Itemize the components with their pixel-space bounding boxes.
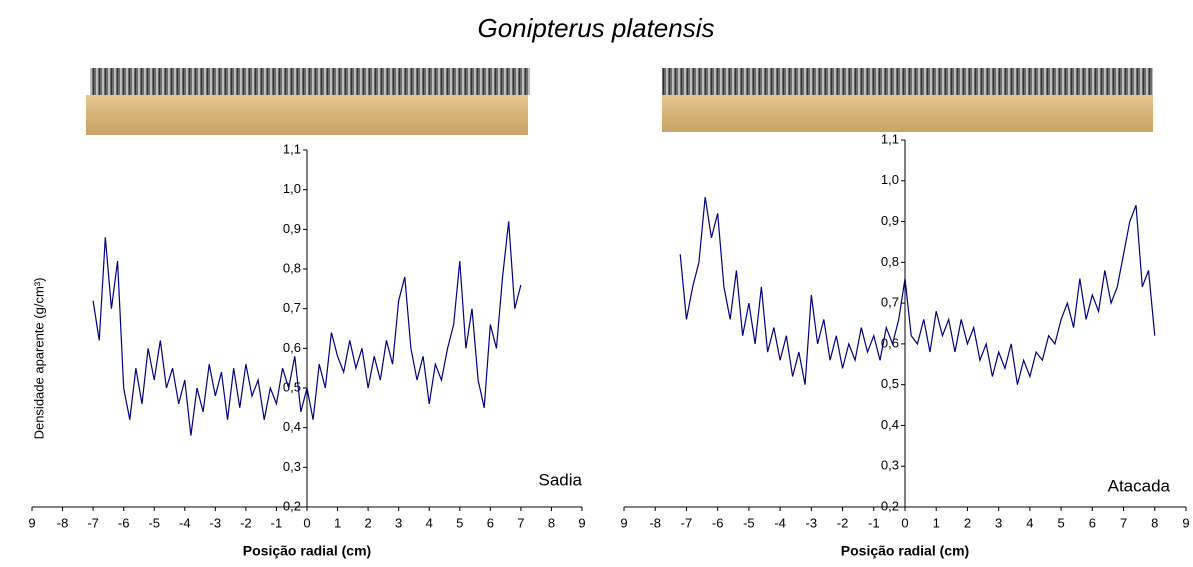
x-tick-label: 5 [1057,515,1064,530]
x-tick-label: 9 [620,515,627,530]
y-tick-label: 0,8 [283,260,301,275]
y-tick-label: 0,7 [283,300,301,315]
y-tick-label: 0,4 [881,417,899,432]
y-tick-label: 0,2 [881,498,899,513]
x-tick-label: -1 [271,515,283,530]
x-tick-label: -2 [837,515,849,530]
x-tick-label: 9 [578,515,585,530]
x-tick-label: 7 [1120,515,1127,530]
x-tick-label: -7 [681,515,693,530]
x-tick-label: 5 [456,515,463,530]
y-tick-label: 1,0 [881,172,899,187]
series-label: Sadia [539,470,583,489]
x-tick-label: -8 [57,515,69,530]
x-tick-label: -4 [774,515,786,530]
x-tick-label: -8 [649,515,661,530]
x-tick-label: 4 [426,515,433,530]
x-tick-label: -4 [179,515,191,530]
y-tick-label: 1,1 [881,131,899,146]
y-tick-label: 0,2 [283,498,301,513]
y-tick-label: 0,6 [283,340,301,355]
y-tick-label: 0,5 [881,376,899,391]
x-tick-label: 6 [1089,515,1096,530]
x-tick-label: -7 [87,515,99,530]
y-tick-label: 0,3 [881,458,899,473]
data-line [679,196,1156,385]
x-tick-label: 2 [364,515,371,530]
x-tick-label: 9 [28,515,35,530]
y-tick-label: 0,4 [283,419,301,434]
x-tick-label: -6 [118,515,130,530]
xray-image [90,68,530,95]
y-tick-label: 0,9 [283,221,301,236]
y-tick-label: 1,1 [283,141,301,156]
x-tick-label: -2 [240,515,252,530]
data-line [92,221,522,436]
x-tick-label: 3 [995,515,1002,530]
x-tick-label: -5 [743,515,755,530]
x-tick-label: 1 [933,515,940,530]
y-tick-label: 0,6 [881,335,899,350]
x-tick-label: -3 [210,515,222,530]
x-tick-label: 9 [1182,515,1189,530]
x-tick-label: -6 [712,515,724,530]
x-tick-label: 1 [334,515,341,530]
x-tick-label: 7 [517,515,524,530]
chart-title: Gonipterus platensis [477,13,714,43]
x-tick-label: 4 [1026,515,1033,530]
x-tick-label: 2 [964,515,971,530]
x-tick-label: 8 [1151,515,1158,530]
y-tick-label: 1,0 [283,181,301,196]
xray-image [662,68,1153,95]
y-tick-label: 0,8 [881,254,899,269]
y-tick-label: 0,3 [283,459,301,474]
x-tick-label: 8 [548,515,555,530]
x-axis-label: Posição radial (cm) [841,543,969,559]
x-tick-label: -5 [148,515,160,530]
x-tick-label: 6 [487,515,494,530]
x-tick-label: 3 [395,515,402,530]
series-label: Atacada [1108,476,1171,495]
x-tick-label: -1 [868,515,880,530]
x-tick-label: -3 [806,515,818,530]
wood-photo [86,95,528,135]
y-axis-label: Densidade aparente (g/cm³) [31,278,46,440]
x-axis-label: Posição radial (cm) [243,543,371,559]
x-tick-label: 0 [303,515,310,530]
y-tick-label: 0,7 [881,295,899,310]
y-tick-label: 0,9 [881,213,899,228]
wood-photo [662,95,1153,132]
x-tick-label: 0 [901,515,908,530]
